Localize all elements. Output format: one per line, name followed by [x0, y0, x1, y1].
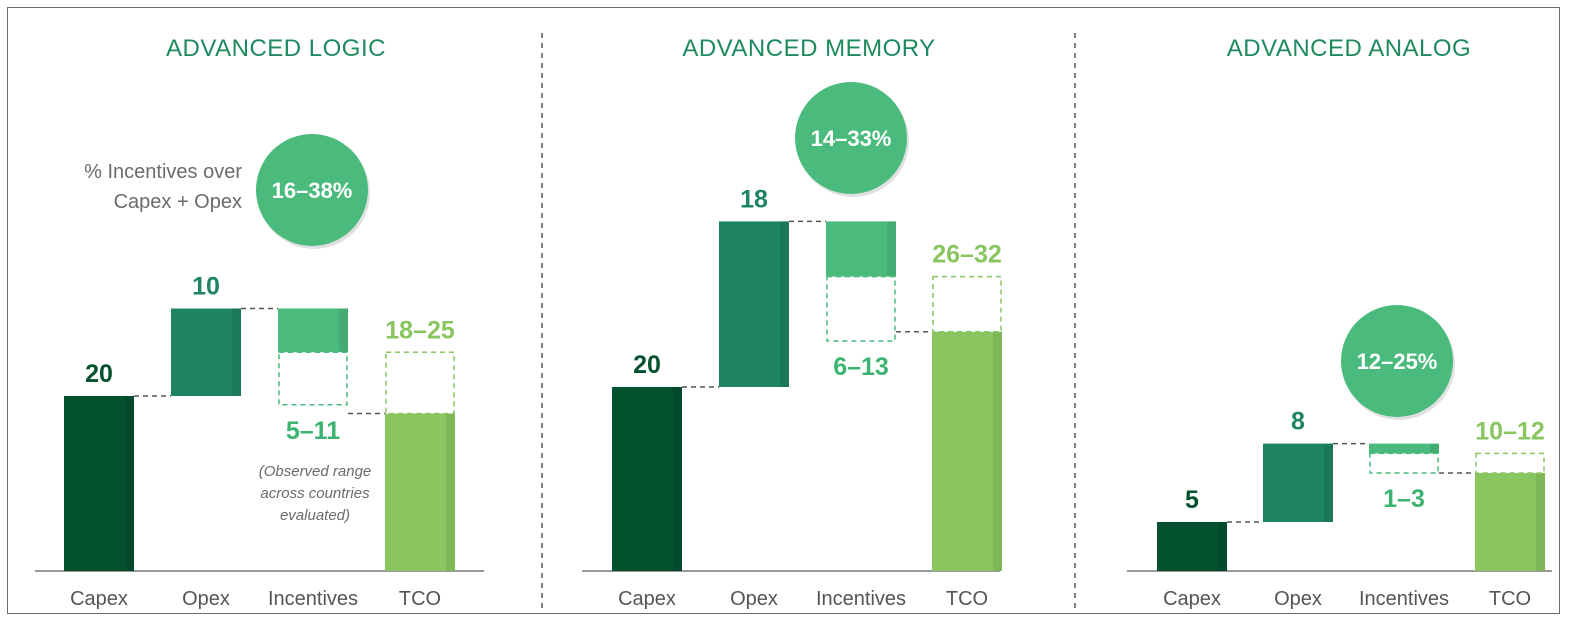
category-label: Capex [70, 588, 128, 610]
bar-opex [719, 221, 789, 387]
footnote-line-3: evaluated) [280, 507, 350, 524]
bar-incentives-range [1369, 452, 1439, 474]
value-label-tco: 26–32 [932, 241, 1002, 269]
category-label: Incentives [268, 588, 358, 610]
bar-tco [932, 331, 1002, 571]
value-label-tco: 18–25 [385, 316, 455, 344]
category-label: Opex [182, 588, 230, 610]
bar-tco [385, 413, 455, 571]
bar-capex-shade [125, 396, 134, 571]
category-label: Incentives [816, 588, 906, 610]
value-label-incentives: 6–13 [833, 353, 889, 381]
percent-circle-label: 16–38% [272, 178, 353, 203]
value-label-capex: 20 [85, 360, 113, 388]
value-label-opex: 18 [740, 185, 768, 213]
bar-capex [612, 387, 682, 571]
value-label-tco: 10–12 [1475, 417, 1545, 445]
panel-title: ADVANCED ANALOG [1227, 35, 1471, 62]
bar-incentives-min [826, 221, 896, 277]
footnote-line-2: across countries [260, 485, 370, 502]
category-label: TCO [1489, 588, 1531, 610]
bar-tco-shade [446, 413, 455, 571]
bar-incentives-min-shade [1430, 443, 1439, 454]
category-label: Capex [1163, 588, 1221, 610]
bar-opex-shade [1324, 443, 1333, 522]
note-line-2: Capex + Opex [114, 191, 242, 213]
bar-capex-shade [1218, 522, 1227, 571]
value-label-capex: 20 [633, 351, 661, 379]
category-label: Capex [618, 588, 676, 610]
bar-incentives-min-shade [339, 308, 348, 353]
category-label: TCO [946, 588, 988, 610]
bar-opex [171, 308, 241, 396]
bar-tco-range [385, 351, 455, 415]
note-line-1: % Incentives over [84, 161, 242, 183]
value-label-incentives: 1–3 [1383, 485, 1425, 513]
bar-tco-range [1475, 452, 1545, 474]
bar-capex-shade [673, 387, 682, 571]
percent-circle [795, 82, 907, 194]
panel-title: ADVANCED LOGIC [166, 35, 386, 62]
panel-title: ADVANCED MEMORY [682, 35, 935, 62]
bar-tco-shade [1536, 473, 1545, 571]
bar-capex [64, 396, 134, 571]
value-label-incentives: 5–11 [286, 417, 340, 445]
bar-opex-shade [232, 308, 241, 396]
bar-opex-shade [780, 221, 789, 387]
bar-incentives-min [1369, 443, 1439, 454]
bar-opex [1263, 443, 1333, 522]
bar-capex [1157, 522, 1227, 571]
value-label-opex: 8 [1291, 408, 1305, 436]
bar-tco [1475, 473, 1545, 571]
percent-circle [256, 134, 368, 246]
bar-incentives-range [826, 275, 896, 342]
bar-incentives-range [278, 351, 348, 406]
figure-frame [7, 7, 1560, 614]
bar-tco-range [932, 275, 1002, 333]
percent-circle [1341, 305, 1453, 417]
value-label-opex: 10 [192, 273, 220, 301]
bar-incentives-min-shade [887, 221, 896, 277]
category-label: Opex [1274, 588, 1322, 610]
footnote-line-1: (Observed range [259, 463, 372, 480]
bar-tco-shade [993, 331, 1002, 571]
percent-circle-label: 12–25% [1357, 349, 1438, 374]
category-label: TCO [399, 588, 441, 610]
bar-incentives-min [278, 308, 348, 353]
category-label: Opex [730, 588, 778, 610]
percent-circle-label: 14–33% [811, 126, 892, 151]
value-label-capex: 5 [1185, 486, 1199, 514]
category-label: Incentives [1359, 588, 1449, 610]
